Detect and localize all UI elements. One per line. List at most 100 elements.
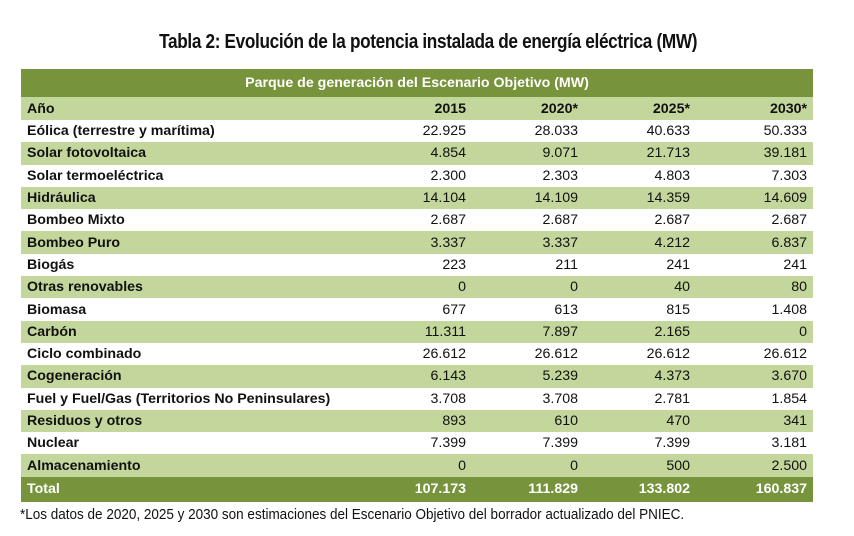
total-2025: 133.802	[584, 476, 696, 502]
value-2020-cell: 610	[472, 409, 584, 433]
value-2025-cell: 40.633	[584, 120, 696, 143]
value-2015-cell: 26.612	[359, 342, 472, 366]
value-2030-cell: 341	[696, 409, 814, 433]
technology-cell: Eólica (terrestre y marítima)	[21, 120, 359, 143]
table-row: Otras renovables 0 0 40 80	[21, 276, 814, 299]
total-2030: 160.837	[696, 476, 814, 502]
value-2015-cell: 11.311	[359, 320, 472, 343]
technology-cell: Cogeneración	[21, 365, 359, 388]
table-row: Biogás 223 211 241 241	[21, 253, 814, 277]
value-2015-cell: 7.399	[359, 432, 472, 455]
value-2025-cell: 2.687	[584, 209, 696, 232]
technology-cell: Biomasa	[21, 298, 359, 321]
value-2025-cell: 4.803	[584, 164, 696, 187]
value-2015-cell: 22.925	[359, 120, 472, 143]
value-2030-cell: 2.500	[696, 454, 814, 477]
value-2020-cell: 2.303	[472, 164, 584, 187]
value-2030-cell: 1.854	[696, 387, 814, 410]
value-2025-cell: 500	[584, 454, 696, 477]
technology-cell: Nuclear	[21, 432, 359, 455]
value-2030-cell: 6.837	[696, 231, 814, 254]
value-2025-cell: 7.399	[584, 432, 696, 455]
value-2030-cell: 3.181	[696, 432, 814, 455]
value-2020-cell: 26.612	[472, 342, 584, 366]
value-2015-cell: 4.854	[359, 142, 472, 165]
total-2020: 111.829	[472, 476, 584, 502]
value-2030-cell: 50.333	[696, 120, 814, 143]
technology-cell: Hidráulica	[21, 186, 359, 210]
technology-cell: Almacenamiento	[21, 454, 359, 477]
table-row: Ciclo combinado 26.612 26.612 26.612 26.612	[21, 342, 814, 366]
total-label: Total	[21, 476, 359, 502]
table-row: Residuos y otros 893 610 470 341	[21, 409, 814, 433]
table-row: Hidráulica 14.104 14.109 14.359 14.609	[21, 186, 814, 210]
technology-cell: Otras renovables	[21, 276, 359, 299]
value-2025-cell: 4.373	[584, 365, 696, 388]
value-2020-cell: 211	[472, 253, 584, 277]
value-2030-cell: 7.303	[696, 164, 814, 187]
table-row: Nuclear 7.399 7.399 7.399 3.181	[21, 432, 814, 455]
value-2015-cell: 893	[359, 409, 472, 433]
value-2030-cell: 14.609	[696, 186, 814, 210]
table-row: Carbón 11.311 7.897 2.165 0	[21, 320, 814, 343]
technology-cell: Residuos y otros	[21, 409, 359, 433]
table-row: Almacenamiento 0 0 500 2.500	[21, 454, 814, 477]
value-2030-cell: 39.181	[696, 142, 814, 165]
header-2015: 2015	[359, 97, 472, 120]
value-2030-cell: 3.670	[696, 365, 814, 388]
value-2025-cell: 2.165	[584, 320, 696, 343]
value-2020-cell: 0	[472, 454, 584, 477]
table-row: Fuel y Fuel/Gas (Territorios No Peninsul…	[21, 387, 814, 410]
technology-cell: Bombeo Mixto	[21, 209, 359, 232]
value-2020-cell: 14.109	[472, 186, 584, 210]
table-row: Eólica (terrestre y marítima) 22.925 28.03…	[21, 120, 814, 143]
value-2020-cell: 3.708	[472, 387, 584, 410]
value-2025-cell: 4.212	[584, 231, 696, 254]
value-2025-cell: 241	[584, 253, 696, 277]
table-title: Tabla 2: Evolución de la potencia instal…	[159, 31, 698, 53]
value-2030-cell: 0	[696, 320, 814, 343]
capacity-table: Parque de generación del Escenario Objet…	[21, 69, 814, 502]
technology-cell: Bombeo Puro	[21, 231, 359, 254]
table-caption: Parque de generación del Escenario Objet…	[21, 69, 814, 97]
value-2020-cell: 613	[472, 298, 584, 321]
value-2020-cell: 7.897	[472, 320, 584, 343]
value-2025-cell: 40	[584, 276, 696, 299]
table-row: Solar termoeléctrica 2.300 2.303 4.803 7.303	[21, 164, 814, 187]
value-2025-cell: 14.359	[584, 186, 696, 210]
header-2020: 2020*	[472, 97, 584, 120]
value-2030-cell: 2.687	[696, 209, 814, 232]
header-row: Año 2015 2020* 2025* 2030*	[21, 97, 814, 120]
value-2030-cell: 241	[696, 253, 814, 277]
value-2015-cell: 223	[359, 253, 472, 277]
value-2025-cell: 21.713	[584, 142, 696, 165]
header-2030: 2030*	[696, 97, 814, 120]
header-2025: 2025*	[584, 97, 696, 120]
value-2020-cell: 9.071	[472, 142, 584, 165]
technology-cell: Carbón	[21, 320, 359, 343]
value-2020-cell: 28.033	[472, 120, 584, 143]
value-2015-cell: 3.708	[359, 387, 472, 410]
table-row: Bombeo Mixto 2.687 2.687 2.687 2.687	[21, 209, 814, 232]
table-row: Bombeo Puro 3.337 3.337 4.212 6.837	[21, 231, 814, 254]
technology-cell: Solar termoeléctrica	[21, 164, 359, 187]
value-2015-cell: 0	[359, 276, 472, 299]
value-2015-cell: 0	[359, 454, 472, 477]
header-year-label: Año	[21, 97, 359, 120]
table-row: Biomasa 677 613 815 1.408	[21, 298, 814, 321]
value-2020-cell: 2.687	[472, 209, 584, 232]
value-2020-cell: 5.239	[472, 365, 584, 388]
value-2025-cell: 26.612	[584, 342, 696, 366]
table-caption-row: Parque de generación del Escenario Objet…	[21, 69, 814, 97]
technology-cell: Fuel y Fuel/Gas (Territorios No Peninsul…	[21, 387, 359, 410]
value-2020-cell: 7.399	[472, 432, 584, 455]
value-2030-cell: 80	[696, 276, 814, 299]
value-2015-cell: 2.687	[359, 209, 472, 232]
value-2030-cell: 1.408	[696, 298, 814, 321]
value-2015-cell: 2.300	[359, 164, 472, 187]
table-row: Solar fotovoltaica 4.854 9.071 21.713 39.181	[21, 142, 814, 165]
technology-cell: Ciclo combinado	[21, 342, 359, 366]
value-2015-cell: 6.143	[359, 365, 472, 388]
value-2015-cell: 14.104	[359, 186, 472, 210]
value-2015-cell: 3.337	[359, 231, 472, 254]
